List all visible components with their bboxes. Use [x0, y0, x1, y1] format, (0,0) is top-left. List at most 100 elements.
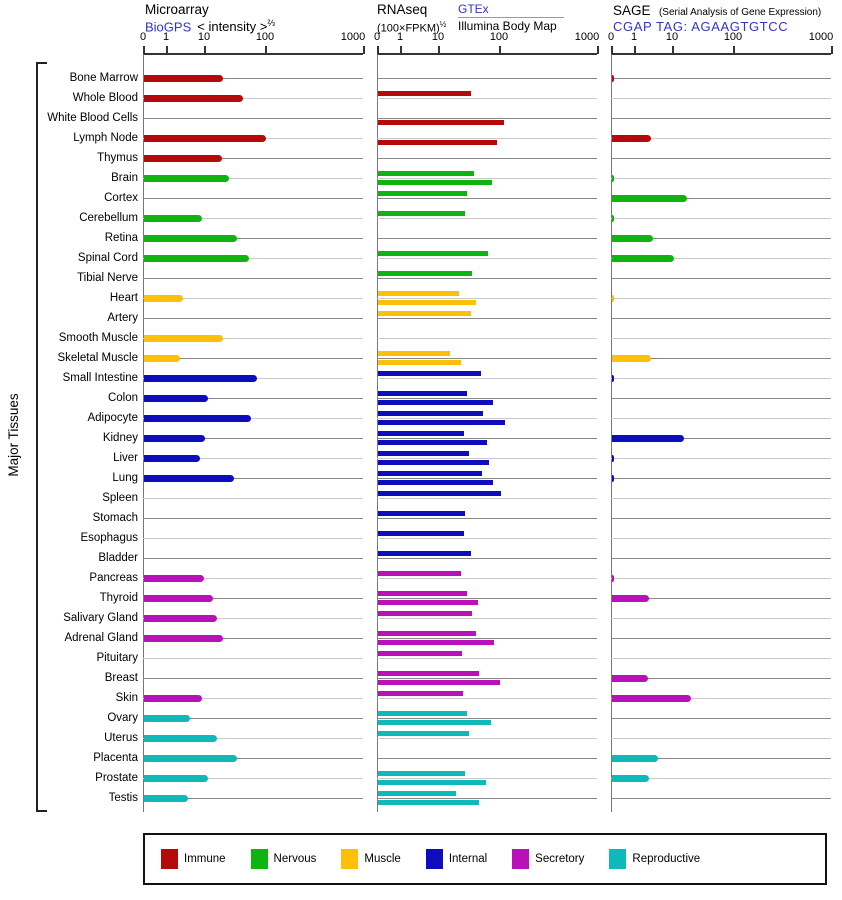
tissue-label: Cortex	[104, 192, 138, 204]
tissue-label: Kidney	[102, 432, 138, 444]
row-guide-line	[377, 158, 597, 159]
bar-rnaseq-gtex	[378, 771, 465, 776]
row-guide-line	[377, 358, 597, 359]
x-axis-line	[143, 53, 363, 55]
bar-sage	[612, 755, 658, 762]
x-axis-tick	[672, 46, 674, 54]
row-guide-line	[611, 498, 831, 499]
row-guide-line	[377, 518, 597, 519]
bar-rnaseq-gtex	[378, 311, 471, 316]
bar-rnaseq-gtex	[378, 431, 464, 436]
x-axis-tick	[611, 46, 613, 54]
bar-rnaseq-gtex	[378, 591, 467, 596]
bar-rnaseq-gtex	[378, 671, 479, 676]
row-guide-line	[611, 78, 831, 79]
legend-label: Secretory	[535, 853, 585, 865]
legend-item-internal: Internal	[425, 849, 487, 869]
sage-header: SAGE (Serial Analysis of Gene Expression…	[613, 2, 821, 20]
bar-microarray	[144, 295, 183, 302]
row-guide-line	[143, 118, 363, 119]
tissue-label: Whole Blood	[72, 92, 138, 104]
row-guide-line	[377, 558, 597, 559]
sage-note: (Serial Analysis of Gene Expression)	[658, 7, 822, 18]
row-guide-line	[143, 278, 363, 279]
row-guide-line	[611, 758, 831, 759]
row-guide-line	[143, 318, 363, 319]
x-axis-tick	[733, 46, 735, 54]
row-guide-line	[377, 698, 597, 699]
x-axis-tick-label: 1000	[808, 31, 834, 43]
bar-sage	[612, 595, 649, 602]
x-axis-tick-label: 0	[373, 31, 381, 43]
bar-sage	[612, 75, 614, 82]
x-axis-tick-label: 100	[723, 31, 743, 43]
cgap-tag-link[interactable]: CGAP TAG: AGAAGTGTCC	[613, 19, 789, 34]
bar-rnaseq-gtex	[378, 291, 459, 296]
panel-zero-line	[143, 54, 144, 812]
row-guide-line	[611, 218, 831, 219]
tissue-label: Pancreas	[89, 572, 138, 584]
row-guide-line	[377, 778, 597, 779]
row-guide-line	[377, 798, 597, 799]
bar-rnaseq-gtex	[378, 171, 474, 176]
tissue-label: Lung	[112, 472, 138, 484]
tissue-label: Lymph Node	[73, 132, 138, 144]
x-axis-tick	[265, 46, 267, 54]
row-guide-line	[611, 778, 831, 779]
bar-microarray	[144, 375, 257, 382]
bar-microarray	[144, 75, 223, 82]
bar-sage	[612, 375, 614, 382]
biogps-link[interactable]: BioGPS	[145, 19, 192, 35]
row-guide-line	[143, 238, 363, 239]
row-guide-line	[143, 438, 363, 439]
legend-label: Nervous	[273, 853, 317, 865]
bar-microarray	[144, 155, 222, 162]
tissue-label: Colon	[107, 392, 138, 404]
bar-rnaseq-gtex	[378, 371, 481, 376]
row-guide-line	[377, 98, 597, 99]
row-guide-line	[377, 438, 597, 439]
row-guide-line	[377, 578, 597, 579]
tissue-label: Adrenal Gland	[64, 632, 138, 644]
tissue-label: Prostate	[95, 772, 138, 784]
tissue-label: Artery	[107, 312, 138, 324]
row-guide-line	[377, 498, 597, 499]
bar-rnaseq-gtex	[378, 91, 471, 96]
bar-rnaseq-illumina	[378, 780, 486, 785]
bar-rnaseq-gtex	[378, 451, 469, 456]
tissue-label: Ovary	[107, 712, 138, 724]
row-guide-line	[611, 438, 831, 439]
x-axis-tick-label: 10	[665, 31, 679, 43]
row-guide-line	[143, 618, 363, 619]
bar-microarray	[144, 595, 213, 602]
x-axis-tick-label: 10	[431, 31, 445, 43]
legend-label: Muscle	[364, 853, 401, 865]
tissue-label: Brain	[111, 172, 138, 184]
tissue-label: Uterus	[104, 732, 138, 744]
row-guide-line	[611, 738, 831, 739]
row-guide-line	[611, 418, 831, 419]
bar-rnaseq-gtex	[378, 631, 476, 636]
row-guide-line	[143, 298, 363, 299]
legend-item-secretory: Secretory	[512, 849, 584, 869]
bar-microarray	[144, 175, 229, 182]
bar-sage	[612, 255, 674, 262]
row-guide-line	[611, 98, 831, 99]
bar-rnaseq-gtex	[378, 651, 462, 656]
row-guide-line	[143, 738, 363, 739]
row-guide-line	[611, 378, 831, 379]
row-guide-line	[143, 758, 363, 759]
x-axis-tick	[166, 46, 168, 54]
bar-rnaseq-gtex	[378, 691, 463, 696]
bar-sage	[612, 355, 651, 362]
row-guide-line	[143, 178, 363, 179]
gtex-link[interactable]: GTEx	[458, 2, 489, 16]
bar-rnaseq-gtex	[378, 531, 464, 536]
bar-rnaseq-illumina	[378, 460, 489, 465]
gtex-box: GTEx	[458, 2, 564, 18]
bar-microarray	[144, 95, 243, 102]
row-guide-line	[143, 718, 363, 719]
bar-microarray	[144, 255, 249, 262]
bar-rnaseq-gtex	[378, 271, 472, 276]
x-axis-tick	[634, 46, 636, 54]
